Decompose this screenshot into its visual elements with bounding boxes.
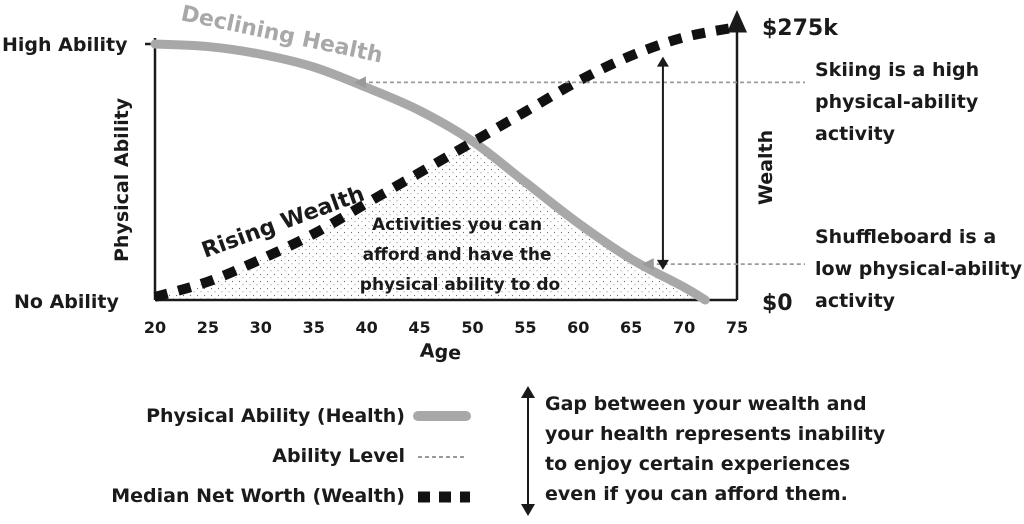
left-axis-bottom-label: No Ability bbox=[14, 291, 119, 313]
left-axis-top-label: High Ability bbox=[2, 34, 128, 56]
x-axis-title: Age bbox=[419, 340, 462, 365]
x-tick-label: 70 bbox=[673, 318, 695, 337]
legend-label-health: Physical Ability (Health) bbox=[146, 405, 405, 427]
x-tick-label: 45 bbox=[408, 318, 430, 337]
legend-label-wealth: Median Net Worth (Wealth) bbox=[111, 485, 405, 507]
legend-arrow-top bbox=[521, 386, 535, 398]
legend: Physical Ability (Health) Ability Level … bbox=[111, 405, 471, 507]
wealth-line bbox=[153, 22, 738, 302]
shaded-area-label: Activities you can afford and have the p… bbox=[360, 215, 560, 295]
x-tick-label: 30 bbox=[250, 318, 272, 337]
shuffleboard-arrow-head bbox=[641, 258, 654, 271]
x-tick-label: 65 bbox=[620, 318, 642, 337]
skiing-annotation: Skiing is a high physical-ability activi… bbox=[815, 59, 986, 145]
legend-arrow-bottom bbox=[521, 504, 535, 516]
legend-note: Gap between your wealth and your health … bbox=[545, 393, 892, 505]
x-tick-label: 75 bbox=[726, 318, 748, 337]
legend-label-ability-level: Ability Level bbox=[272, 445, 405, 467]
x-tick-label: 50 bbox=[461, 318, 483, 337]
x-tick-label: 55 bbox=[514, 318, 536, 337]
affordable-activities-area bbox=[155, 142, 706, 300]
gap-arrow-bottom-head bbox=[656, 259, 669, 270]
x-tick-label: 20 bbox=[144, 318, 166, 337]
left-axis-title: Physical Ability bbox=[111, 97, 133, 262]
skiing-arrow-head bbox=[353, 76, 366, 89]
right-axis-bottom-label: $0 bbox=[762, 291, 793, 316]
x-tick-label: 60 bbox=[567, 318, 589, 337]
x-tick-labels: 20 25 30 35 40 45 50 55 60 65 70 75 bbox=[144, 318, 748, 337]
health-line bbox=[150, 39, 710, 305]
shuffleboard-annotation: Shuffleboard is a low physical-ability a… bbox=[815, 226, 1024, 312]
x-tick-label: 40 bbox=[356, 318, 378, 337]
right-axis-top-label: $275k bbox=[762, 16, 839, 41]
right-axis-title: Wealth bbox=[755, 130, 777, 205]
x-tick-label: 25 bbox=[197, 318, 219, 337]
gap-arrow-top-head bbox=[656, 56, 669, 67]
x-tick-label: 35 bbox=[303, 318, 325, 337]
